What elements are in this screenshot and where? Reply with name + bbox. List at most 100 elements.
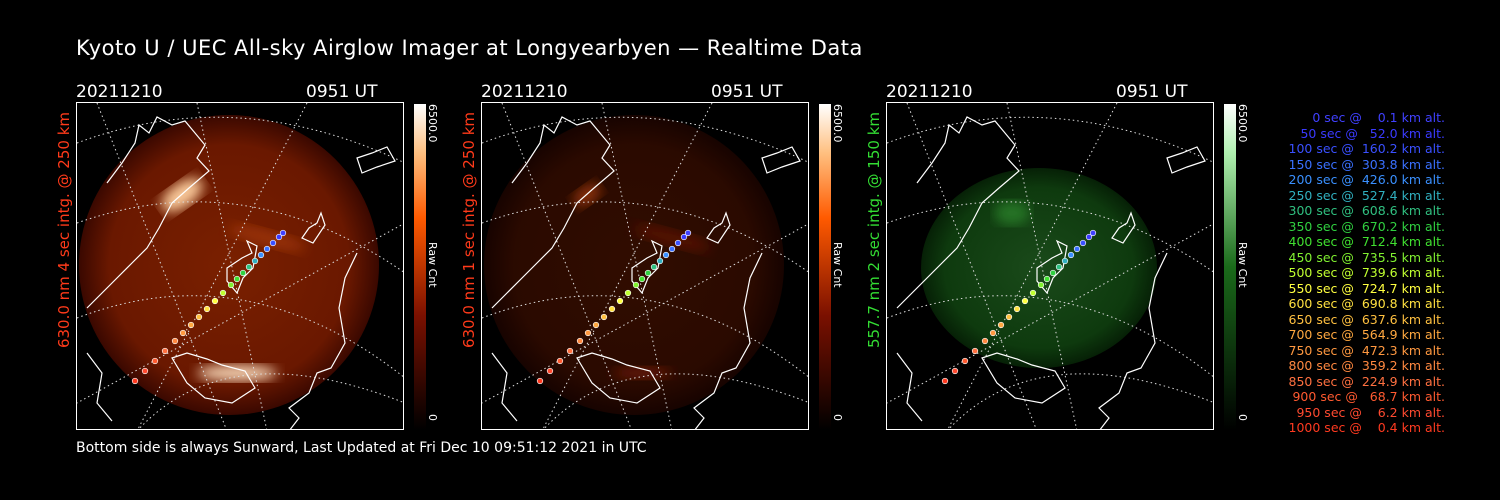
trajectory-point	[1037, 281, 1045, 289]
legend-row: 900 sec @ 68.7 km alt.	[1292, 389, 1445, 404]
legend-row: 200 sec @ 426.0 km alt.	[1288, 172, 1445, 187]
legend-row: 100 sec @ 160.2 km alt.	[1288, 141, 1445, 156]
trajectory-point	[1029, 289, 1037, 297]
page-title: Kyoto U / UEC All-sky Airglow Imager at …	[76, 36, 863, 60]
panel-side-label: 630.0 nm 1 sec intg. @ 250 km	[460, 112, 478, 349]
trajectory-point	[219, 289, 227, 297]
trajectory-point	[195, 313, 203, 321]
colorbar-min: 0	[1236, 414, 1249, 421]
trajectory-point	[269, 239, 277, 247]
trajectory-point	[1089, 229, 1097, 237]
trajectory-point	[257, 251, 265, 259]
trajectory-point	[556, 357, 564, 365]
panel-date: 20211210	[886, 82, 973, 102]
legend-row: 800 sec @ 359.2 km alt.	[1288, 358, 1445, 373]
legend-row: 450 sec @ 735.5 km alt.	[1288, 249, 1445, 265]
trajectory-point	[592, 321, 600, 329]
legend-row: 150 sec @ 303.8 km alt.	[1288, 156, 1445, 172]
legend-row: 950 sec @ 6.2 km alt.	[1296, 404, 1445, 420]
panel-time: 0951 UT	[711, 82, 783, 102]
panel-side-label: 557.7 nm 2 sec intg. @ 150 km	[865, 112, 883, 349]
trajectory-point	[684, 229, 692, 237]
trajectory-point	[1021, 297, 1029, 305]
trajectory-point	[650, 263, 658, 271]
colorbar-max: 6500.0	[1236, 104, 1249, 143]
trajectory-point	[971, 347, 979, 355]
trajectory-point	[251, 257, 259, 265]
trajectory-point	[536, 377, 544, 385]
sky-image	[481, 102, 809, 430]
colorbar	[414, 104, 426, 430]
legend-row: 750 sec @ 472.3 km alt.	[1288, 342, 1445, 358]
sky-disk	[484, 115, 784, 415]
colorbar-max: 6500.0	[831, 104, 844, 143]
trajectory-point	[608, 305, 616, 313]
trajectory-point	[668, 245, 676, 253]
trajectory-point	[279, 229, 287, 237]
trajectory-point	[187, 321, 195, 329]
legend-row: 650 sec @ 637.6 km alt.	[1288, 311, 1445, 327]
trajectory-point	[211, 297, 219, 305]
trajectory-point	[263, 245, 271, 253]
colorbar-unit: Raw Cnt	[831, 242, 844, 288]
footer-note: Bottom side is always Sunward, Last Upda…	[76, 440, 647, 456]
trajectory-point	[275, 233, 283, 241]
trajectory-point	[1073, 245, 1081, 253]
sky-disk	[921, 168, 1157, 368]
legend-row: 0 sec @ 0.1 km alt.	[1312, 110, 1445, 125]
panel-side-label: 630.0 nm 4 sec intg. @ 250 km	[55, 112, 73, 349]
trajectory-point	[600, 313, 608, 321]
trajectory-point	[1013, 305, 1021, 313]
trajectory-point	[1055, 263, 1063, 271]
trajectory-point	[644, 269, 652, 277]
trajectory-point	[941, 377, 949, 385]
trajectory-point	[624, 289, 632, 297]
trajectory-point	[632, 281, 640, 289]
trajectory-point	[203, 305, 211, 313]
airglow-panel-1: 20211210 0951 UT 6500.0 Raw Cnt 0	[76, 82, 476, 432]
trajectory-point	[239, 269, 247, 277]
trajectory-point	[997, 321, 1005, 329]
trajectory-point	[981, 337, 989, 345]
trajectory-point	[584, 329, 592, 337]
sky-disk	[79, 115, 379, 415]
sky-image	[886, 102, 1214, 430]
trajectory-point	[171, 337, 179, 345]
trajectory-point	[1043, 275, 1051, 283]
trajectory-point	[179, 329, 187, 337]
legend-row: 250 sec @ 527.4 km alt.	[1288, 187, 1445, 203]
panel-date: 20211210	[481, 82, 568, 102]
trajectory-point	[245, 263, 253, 271]
colorbar	[819, 104, 831, 430]
legend-row: 50 sec @ 52.0 km alt.	[1300, 125, 1445, 141]
panel-date: 20211210	[76, 82, 163, 102]
airglow-panel-3: 20211210 0951 UT 6500.0 Raw Cnt 0	[886, 82, 1286, 432]
sky-image	[76, 102, 404, 430]
colorbar-unit: Raw Cnt	[1236, 242, 1249, 288]
trajectory-point	[233, 275, 241, 283]
legend-row: 850 sec @ 224.9 km alt.	[1288, 373, 1445, 389]
trajectory-point	[616, 297, 624, 305]
legend-row: 400 sec @ 712.4 km alt.	[1288, 234, 1445, 249]
colorbar-min: 0	[426, 414, 439, 421]
panel-time: 0951 UT	[306, 82, 378, 102]
trajectory-point	[1079, 239, 1087, 247]
airglow-panel-2: 20211210 0951 UT 6500.0 Raw Cnt 0	[481, 82, 881, 432]
trajectory-point	[1085, 233, 1093, 241]
panel-time: 0951 UT	[1116, 82, 1188, 102]
trajectory-legend: 0 sec @ 0.1 km alt. 50 sec @ 52.0 km alt.…	[1260, 110, 1445, 436]
trajectory-point	[566, 347, 574, 355]
trajectory-point	[1049, 269, 1057, 277]
trajectory-point	[656, 257, 664, 265]
trajectory-point	[951, 367, 959, 375]
legend-row: 350 sec @ 670.2 km alt.	[1288, 218, 1445, 234]
trajectory-point	[131, 377, 139, 385]
trajectory-point	[674, 239, 682, 247]
legend-row: 500 sec @ 739.6 km alt.	[1288, 265, 1445, 280]
legend-row: 1000 sec @ 0.4 km alt.	[1288, 420, 1445, 435]
trajectory-point	[1005, 313, 1013, 321]
trajectory-point	[961, 357, 969, 365]
trajectory-point	[227, 281, 235, 289]
legend-row: 550 sec @ 724.7 km alt.	[1288, 280, 1445, 296]
legend-row: 600 sec @ 690.8 km alt.	[1288, 296, 1445, 311]
